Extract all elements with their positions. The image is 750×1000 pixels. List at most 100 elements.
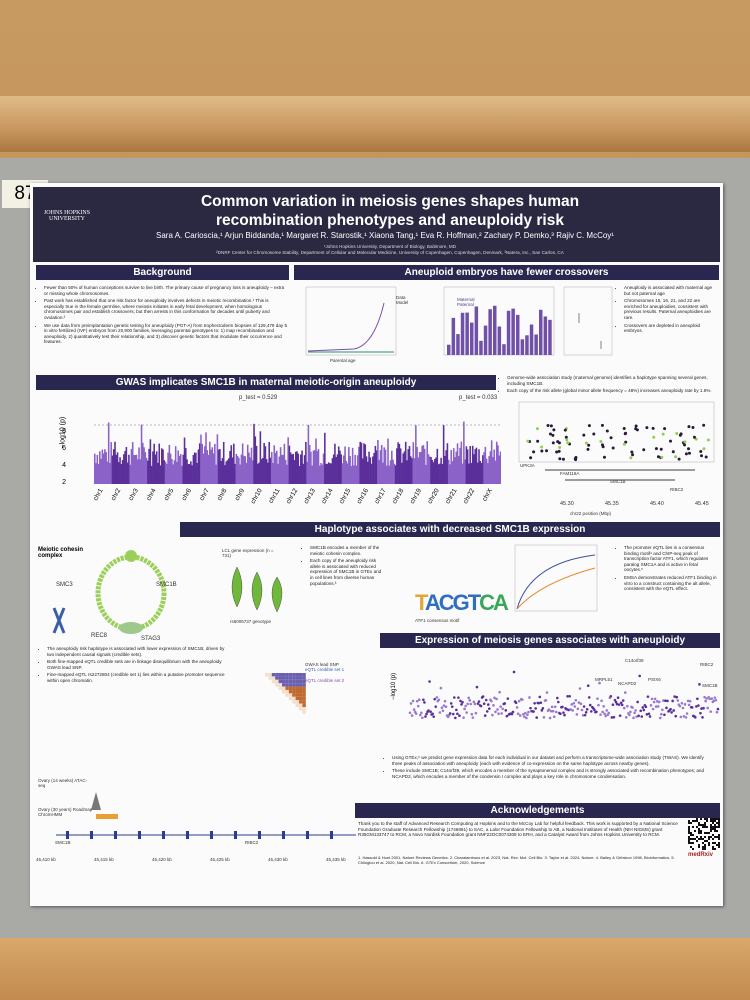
poster-title: Common variation in meiosis genes shapes… <box>110 192 670 230</box>
snp-band <box>416 446 418 484</box>
gene-dot <box>639 709 643 713</box>
exon <box>330 831 333 839</box>
qr-code[interactable] <box>688 818 720 850</box>
gene-dot <box>497 712 500 716</box>
snp-dot <box>599 439 603 443</box>
snp-band <box>259 431 262 484</box>
bar <box>460 312 465 355</box>
qr-module <box>714 842 716 844</box>
gene-dot <box>468 699 472 702</box>
gene-dot <box>588 703 592 707</box>
snp-dot <box>645 426 649 430</box>
gene-dot <box>565 707 568 711</box>
gene-dot <box>650 697 654 701</box>
coord-label: 45,420 kb <box>152 857 172 862</box>
gene-dot <box>604 714 607 718</box>
gene-dot <box>705 697 708 700</box>
snp-dot <box>551 433 555 437</box>
snp-band <box>372 456 374 484</box>
snp-band <box>365 456 368 484</box>
snp-band <box>310 451 312 484</box>
gene-dot <box>434 705 438 708</box>
gene-dot <box>696 697 699 701</box>
gene-dot <box>633 711 636 715</box>
snp-band <box>385 465 388 484</box>
qr-module <box>716 818 718 820</box>
snp-band <box>313 450 316 484</box>
snp-band <box>423 448 426 484</box>
manhattan-plot: 2 4 6 8 chr1 chr2 chr3 chr4 chr5 chr6 chr7 chr8 chr9… <box>62 421 501 505</box>
x-tick-label: chr2 <box>110 487 123 502</box>
snp-dot <box>704 455 708 459</box>
ld-cell <box>285 683 289 687</box>
gene-dot <box>607 711 611 715</box>
gene-dot <box>682 715 686 718</box>
gene-dot <box>589 710 593 713</box>
snp-band <box>474 449 477 484</box>
snp-band <box>265 459 268 484</box>
gene-label: MRPL51 <box>595 677 613 682</box>
gene-dot <box>572 701 576 705</box>
legend: GWAS lead SNP eQTL credible set 1 eQTL cre… <box>305 662 380 683</box>
snp-band <box>191 465 193 484</box>
snp-band <box>351 447 354 484</box>
legend: Maternal Paternal <box>457 297 497 307</box>
bullet-list: Fewer than 50% of human conceptions surv… <box>37 285 287 345</box>
qr-module <box>704 832 706 834</box>
gene-dot <box>601 710 604 714</box>
snp-dot <box>702 423 706 427</box>
snp-band <box>321 464 324 484</box>
acknowledgement-text: Thank you to the staff of Advanced Resea… <box>358 821 678 838</box>
gene-dot <box>706 706 709 710</box>
bullet-list: The promoter eQTL lies in a consensus bi… <box>617 545 717 592</box>
gene-dot <box>566 694 569 698</box>
gene-label: SMC1B <box>55 840 71 845</box>
snp-band <box>470 463 473 484</box>
gene-dot <box>703 695 706 699</box>
qr-module <box>714 836 716 838</box>
snp-band <box>251 460 254 484</box>
snp-band <box>240 454 243 484</box>
gene-dot <box>563 713 566 717</box>
snp-band <box>283 443 286 484</box>
snp-band <box>114 441 116 484</box>
snp-band <box>392 459 394 484</box>
gene-dot <box>422 698 425 702</box>
snp-band <box>367 461 369 484</box>
snp-band <box>143 447 145 484</box>
qr-module <box>698 822 700 824</box>
ld-cell <box>288 696 293 701</box>
gene-dot <box>464 704 467 708</box>
gene-dot <box>481 695 485 698</box>
snp-band <box>331 458 334 484</box>
ld-cell <box>299 676 303 680</box>
qr-module <box>710 830 712 832</box>
snp-band <box>348 447 350 484</box>
ld-cell <box>295 693 299 697</box>
snp-band <box>441 464 444 484</box>
gene-dot <box>415 699 419 703</box>
coord-label: 45,425 kb <box>210 857 230 862</box>
gene-dot <box>512 670 516 674</box>
ld-cell <box>271 676 276 680</box>
snp-band <box>349 456 351 484</box>
snp-band <box>236 455 239 484</box>
snp-band <box>343 455 345 484</box>
snp-band <box>436 448 439 484</box>
snp-band <box>292 453 295 484</box>
snp-dot <box>564 435 568 439</box>
qr-module <box>718 846 720 848</box>
snp-band <box>387 438 389 484</box>
snp-band <box>154 454 157 484</box>
snp-band <box>262 457 264 484</box>
ld-cell <box>295 700 299 704</box>
snp-band <box>356 455 359 484</box>
snp-band <box>153 443 155 484</box>
snp-band <box>160 448 163 484</box>
qr-module <box>702 848 704 850</box>
snp-band <box>334 443 336 484</box>
snp-band <box>298 465 301 484</box>
gene-dot <box>496 708 499 711</box>
bar <box>451 317 456 355</box>
snp-band <box>293 459 296 484</box>
